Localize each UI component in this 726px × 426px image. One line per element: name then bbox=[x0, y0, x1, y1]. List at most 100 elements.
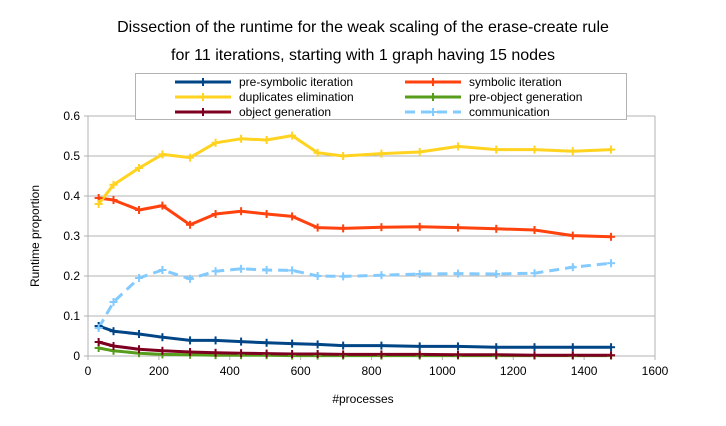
data-point bbox=[237, 349, 246, 358]
data-point bbox=[377, 350, 386, 359]
data-point bbox=[135, 345, 144, 354]
data-point bbox=[415, 350, 424, 359]
x-tick-label: 800 bbox=[361, 364, 381, 378]
x-tick-label: 0 bbox=[85, 364, 92, 378]
legend-label: communication bbox=[469, 105, 550, 119]
data-point bbox=[237, 134, 246, 143]
data-point bbox=[377, 223, 386, 232]
data-point bbox=[109, 180, 118, 189]
y-tick-label: 0.2 bbox=[63, 269, 80, 283]
data-point bbox=[313, 340, 322, 349]
data-point bbox=[530, 269, 539, 278]
data-point bbox=[186, 220, 195, 229]
data-point bbox=[211, 336, 220, 345]
legend-label: pre-symbolic iteration bbox=[239, 75, 354, 89]
data-point bbox=[186, 336, 195, 345]
data-point bbox=[453, 269, 462, 278]
y-tick-label: 0.5 bbox=[63, 149, 80, 163]
legend-label: symbolic iteration bbox=[469, 75, 562, 89]
data-point bbox=[313, 148, 322, 157]
data-point bbox=[135, 206, 144, 214]
data-point bbox=[377, 341, 386, 350]
data-point bbox=[568, 147, 577, 156]
legend-label: object generation bbox=[239, 105, 332, 119]
data-point bbox=[339, 224, 348, 233]
legend-swatch bbox=[175, 93, 231, 101]
data-point bbox=[492, 145, 501, 154]
data-point bbox=[492, 270, 501, 278]
data-point bbox=[415, 342, 424, 351]
x-tick-label: 1000 bbox=[429, 364, 456, 378]
data-point bbox=[186, 153, 195, 162]
data-point bbox=[288, 350, 297, 358]
data-point bbox=[607, 232, 616, 241]
y-tick-label: 0.3 bbox=[63, 229, 80, 243]
x-tick-label: 1600 bbox=[642, 364, 669, 378]
data-point bbox=[211, 138, 220, 147]
axes bbox=[84, 115, 656, 360]
data-point bbox=[109, 196, 118, 204]
data-point bbox=[530, 343, 539, 352]
data-point bbox=[262, 210, 271, 218]
data-point bbox=[492, 224, 501, 233]
data-point bbox=[211, 348, 220, 357]
y-tick-label: 0.1 bbox=[63, 309, 80, 323]
chart-title: Dissection of the runtime for the weak s… bbox=[117, 19, 609, 36]
legend-swatch bbox=[405, 108, 461, 116]
data-point bbox=[237, 264, 246, 273]
data-point bbox=[262, 266, 271, 274]
data-point bbox=[211, 210, 220, 218]
data-point bbox=[607, 351, 616, 360]
series-lines bbox=[97, 134, 612, 358]
data-point bbox=[313, 350, 322, 358]
data-point bbox=[313, 223, 322, 232]
data-point bbox=[568, 263, 577, 272]
data-point bbox=[453, 350, 462, 359]
data-point bbox=[415, 222, 424, 231]
data-point bbox=[568, 343, 577, 352]
data-point bbox=[186, 348, 195, 356]
data-point bbox=[607, 259, 616, 268]
data-point bbox=[288, 212, 297, 221]
data-point bbox=[109, 327, 118, 336]
data-point bbox=[377, 149, 386, 158]
legend-swatch bbox=[175, 78, 231, 86]
chart-subtitle: for 11 iterations, starting with 1 graph… bbox=[171, 47, 555, 64]
data-point bbox=[453, 342, 462, 351]
legend-label: duplicates elimination bbox=[239, 90, 354, 104]
x-tick-label: 1200 bbox=[500, 364, 527, 378]
y-axis-title: Runtime proportion bbox=[28, 184, 42, 288]
legend-swatch bbox=[405, 93, 461, 101]
data-point bbox=[492, 350, 501, 359]
x-axis-title: #processes bbox=[332, 392, 394, 406]
data-point bbox=[158, 346, 167, 355]
data-point bbox=[313, 272, 322, 280]
data-point bbox=[158, 201, 167, 210]
y-tick-label: 0 bbox=[73, 349, 80, 363]
data-point bbox=[492, 343, 501, 352]
data-point bbox=[262, 349, 271, 358]
data-point bbox=[94, 324, 103, 332]
x-tick-label: 400 bbox=[220, 364, 240, 378]
data-point bbox=[109, 342, 118, 350]
legend-label: pre-object generation bbox=[469, 90, 583, 104]
data-point bbox=[237, 207, 246, 216]
data-point bbox=[94, 200, 103, 208]
data-point bbox=[415, 148, 424, 156]
data-point bbox=[288, 131, 297, 140]
data-point bbox=[607, 343, 616, 352]
x-tick-label: 600 bbox=[291, 364, 311, 378]
data-point bbox=[568, 231, 577, 240]
legend-swatch bbox=[175, 108, 231, 116]
y-tick-label: 0.6 bbox=[63, 109, 80, 123]
data-point bbox=[530, 226, 539, 234]
series-line bbox=[97, 134, 612, 205]
data-point bbox=[186, 274, 195, 283]
data-point bbox=[135, 330, 144, 338]
series-line bbox=[97, 261, 612, 329]
data-point bbox=[568, 351, 577, 360]
data-point bbox=[211, 267, 220, 276]
data-point bbox=[607, 145, 616, 154]
data-point bbox=[339, 272, 348, 281]
